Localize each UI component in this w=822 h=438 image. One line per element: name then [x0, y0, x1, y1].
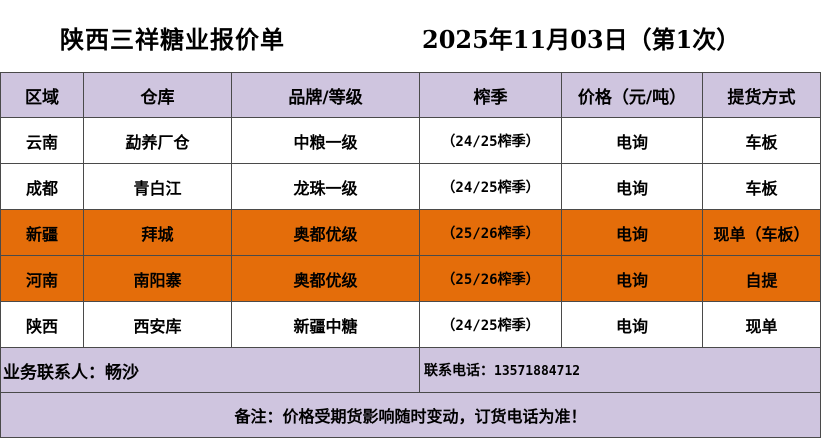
column-header-price: 价格（元/吨）	[561, 72, 703, 118]
cell-brand: 新疆中糖	[231, 301, 420, 348]
cell-brand: 奥都优级	[231, 255, 420, 302]
page-title: 陕西三祥糖业报价单	[60, 25, 285, 54]
cell-season: （24/25榨季）	[419, 163, 562, 210]
cell-price: 电询	[561, 301, 703, 348]
cell-price: 电询	[561, 209, 703, 256]
phone-label: 联系电话：	[424, 363, 494, 379]
cell-pickup: 自提	[702, 255, 821, 302]
cell-pickup: 车板	[702, 117, 821, 164]
column-header-brand: 品牌/等级	[231, 72, 420, 118]
column-header-season: 榨季	[419, 72, 562, 118]
cell-warehouse: 西安库	[83, 301, 232, 348]
column-header-pickup: 提货方式	[702, 72, 821, 118]
cell-season: （25/26榨季）	[419, 255, 562, 302]
cell-brand: 奥都优级	[231, 209, 420, 256]
cell-season: （24/25榨季）	[419, 117, 562, 164]
cell-pickup: 现单（车板）	[702, 209, 821, 256]
remark-note: 备注：价格受期货影响随时变动，订货电话为准！	[0, 392, 821, 438]
cell-season: （25/26榨季）	[419, 209, 562, 256]
contact-phone: 联系电话：13571884712	[419, 347, 821, 393]
table-row: 云南 勐养厂仓 中粮一级 （24/25榨季） 电询 车板	[0, 117, 821, 164]
cell-warehouse: 南阳寨	[83, 255, 232, 302]
column-header-region: 区域	[0, 72, 84, 118]
table-row: 成都 青白江 龙珠一级 （24/25榨季） 电询 车板	[0, 163, 821, 210]
cell-pickup: 现单	[702, 301, 821, 348]
table-row-highlighted: 新疆 拜城 奥都优级 （25/26榨季） 电询 现单（车板）	[0, 209, 821, 256]
cell-brand: 中粮一级	[231, 117, 420, 164]
phone-number: 13571884712	[494, 364, 581, 379]
quote-date: 2025年11月03日（第1次）	[422, 25, 741, 54]
cell-region: 陕西	[0, 301, 84, 348]
cell-price: 电询	[561, 117, 703, 164]
cell-warehouse: 拜城	[83, 209, 232, 256]
cell-price: 电询	[561, 255, 703, 302]
cell-warehouse: 青白江	[83, 163, 232, 210]
cell-season: （24/25榨季）	[419, 301, 562, 348]
cell-region: 河南	[0, 255, 84, 302]
note-row: 备注：价格受期货影响随时变动，订货电话为准！	[0, 392, 821, 438]
title-bar: 陕西三祥糖业报价单 2025年11月03日（第1次）	[0, 0, 822, 72]
cell-price: 电询	[561, 163, 703, 210]
contact-row: 业务联系人：畅沙 联系电话：13571884712	[0, 347, 821, 393]
cell-pickup: 车板	[702, 163, 821, 210]
table-row: 陕西 西安库 新疆中糖 （24/25榨季） 电询 现单	[0, 301, 821, 348]
cell-region: 云南	[0, 117, 84, 164]
price-table: 区域 仓库 品牌/等级 榨季 价格（元/吨） 提货方式 云南 勐养厂仓 中粮一级…	[0, 72, 821, 438]
cell-warehouse: 勐养厂仓	[83, 117, 232, 164]
column-header-warehouse: 仓库	[83, 72, 232, 118]
table-header-row: 区域 仓库 品牌/等级 榨季 价格（元/吨） 提货方式	[0, 72, 821, 118]
contact-person: 业务联系人：畅沙	[0, 347, 420, 393]
cell-region: 新疆	[0, 209, 84, 256]
table-row-highlighted: 河南 南阳寨 奥都优级 （25/26榨季） 电询 自提	[0, 255, 821, 302]
cell-brand: 龙珠一级	[231, 163, 420, 210]
cell-region: 成都	[0, 163, 84, 210]
